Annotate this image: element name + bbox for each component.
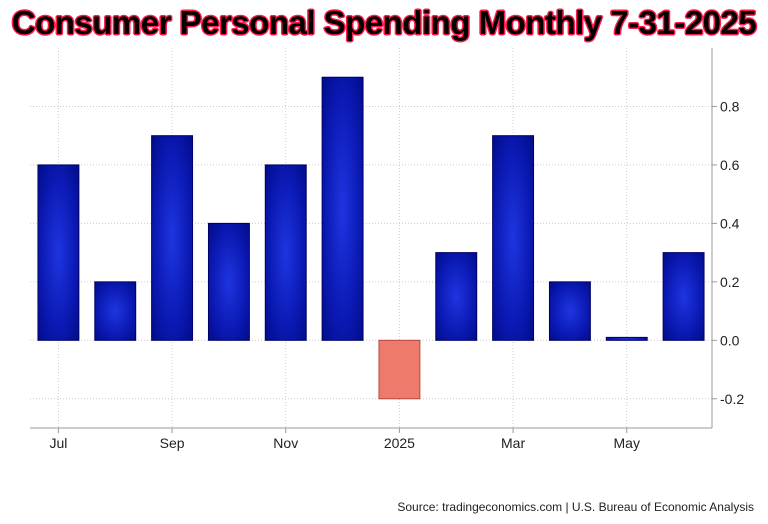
x-tick-label: Sep bbox=[160, 435, 185, 451]
y-tick-label: 0.4 bbox=[720, 215, 740, 231]
bar-jan bbox=[378, 339, 421, 400]
y-tick-label: 0.6 bbox=[720, 157, 740, 173]
bar-apr bbox=[548, 281, 591, 341]
y-tick-label: 0.2 bbox=[720, 274, 740, 290]
bar-sep bbox=[151, 135, 194, 341]
x-tick-label: Jul bbox=[49, 435, 67, 451]
bar-oct bbox=[207, 222, 250, 341]
bar-nov bbox=[264, 164, 307, 341]
x-tick-labels: Jul Sep Nov 2025 Mar May bbox=[49, 435, 640, 451]
bar-may bbox=[605, 336, 648, 341]
bar-feb bbox=[435, 252, 478, 341]
y-tick-label: -0.2 bbox=[720, 391, 744, 407]
y-tick-label: 0.0 bbox=[720, 332, 740, 348]
source-note: Source: tradingeconomics.com | U.S. Bure… bbox=[397, 500, 754, 514]
x-tick-label: Mar bbox=[501, 435, 525, 451]
chart-title: Consumer Personal Spending Monthly 7-31-… bbox=[11, 4, 757, 41]
x-tick-label: Nov bbox=[273, 435, 298, 451]
axes bbox=[30, 48, 717, 433]
bar-aug bbox=[94, 281, 137, 341]
bar-mar bbox=[492, 135, 535, 341]
bar-jul bbox=[37, 164, 80, 341]
y-tick-labels: -0.2 0.0 0.2 0.4 0.6 0.8 bbox=[720, 98, 744, 406]
y-tick-label: 0.8 bbox=[720, 98, 740, 114]
bar-jun bbox=[662, 252, 705, 341]
x-tick-label: 2025 bbox=[384, 435, 415, 451]
bar-dec bbox=[321, 76, 364, 341]
bars bbox=[37, 76, 705, 400]
x-tick-label: May bbox=[614, 435, 640, 451]
grid-lines bbox=[30, 48, 712, 428]
